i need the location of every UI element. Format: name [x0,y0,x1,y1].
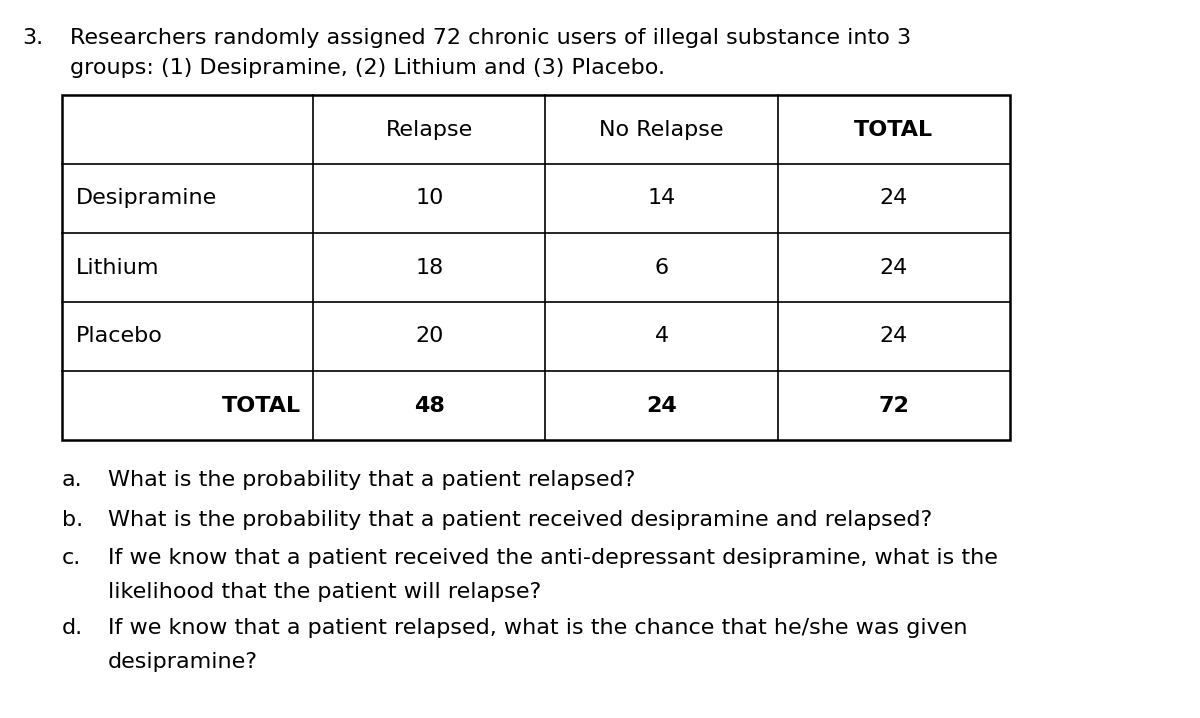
Text: TOTAL: TOTAL [222,396,301,416]
Text: What is the probability that a patient relapsed?: What is the probability that a patient r… [108,470,635,490]
Text: 18: 18 [415,258,444,277]
Text: 24: 24 [880,258,908,277]
Text: likelihood that the patient will relapse?: likelihood that the patient will relapse… [108,582,541,602]
Text: 14: 14 [648,189,676,208]
Text: TOTAL: TOTAL [854,119,934,139]
Text: What is the probability that a patient received desipramine and relapsed?: What is the probability that a patient r… [108,510,932,530]
Text: If we know that a patient relapsed, what is the chance that he/she was given: If we know that a patient relapsed, what… [108,618,967,638]
Text: 20: 20 [415,327,444,347]
Text: 72: 72 [878,396,910,416]
Text: c.: c. [62,548,82,568]
Text: desipramine?: desipramine? [108,652,258,672]
Text: d.: d. [62,618,83,638]
Text: 10: 10 [415,189,444,208]
Text: 24: 24 [880,327,908,347]
Text: Placebo: Placebo [76,327,163,347]
Text: Researchers randomly assigned 72 chronic users of illegal substance into 3: Researchers randomly assigned 72 chronic… [70,28,911,48]
Text: 3.: 3. [22,28,43,48]
Text: Lithium: Lithium [76,258,160,277]
Text: 6: 6 [654,258,668,277]
Text: Relapse: Relapse [385,119,473,139]
Text: a.: a. [62,470,83,490]
Text: 24: 24 [880,189,908,208]
Text: b.: b. [62,510,83,530]
Bar [62,95,1010,440]
Text: No Relapse: No Relapse [599,119,724,139]
Text: 48: 48 [414,396,445,416]
Text: groups: (1) Desipramine, (2) Lithium and (3) Placebo.: groups: (1) Desipramine, (2) Lithium and… [70,58,665,78]
Text: Desipramine: Desipramine [76,189,217,208]
Text: 4: 4 [654,327,668,347]
Text: 24: 24 [647,396,677,416]
Text: If we know that a patient received the anti-depressant desipramine, what is the: If we know that a patient received the a… [108,548,998,568]
